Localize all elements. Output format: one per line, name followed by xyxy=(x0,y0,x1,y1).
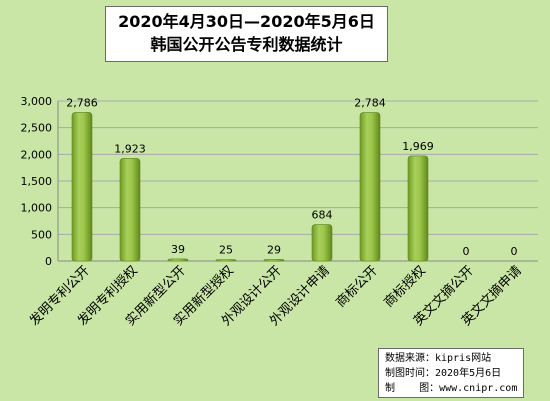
data-label: 2,786 xyxy=(66,96,98,109)
data-label: 25 xyxy=(219,244,233,257)
source-line-1: 数据来源：kipris网站 xyxy=(385,353,492,364)
y-tick-label: 1,500 xyxy=(21,175,53,188)
data-label: 1,923 xyxy=(114,142,146,155)
data-label: 2,784 xyxy=(354,97,386,110)
data-label: 0 xyxy=(511,245,518,258)
source-line-2: 制图时间：2020年5月6日 xyxy=(385,368,502,379)
bar xyxy=(167,258,189,262)
bar xyxy=(359,112,381,262)
source-line-3: 制 图：www.cnipr.com xyxy=(385,383,518,394)
bar xyxy=(263,259,285,262)
y-tick-label: 3,000 xyxy=(21,95,53,108)
data-label: 29 xyxy=(267,243,281,256)
y-tick-label: 500 xyxy=(31,228,52,241)
x-tick-label: 商标公开 xyxy=(333,263,380,310)
bar xyxy=(311,224,333,262)
bar xyxy=(407,155,429,262)
chart-title: 2020年4月30日—2020年5月6日 xyxy=(118,12,375,31)
data-label: 0 xyxy=(463,245,470,258)
bar xyxy=(119,158,141,262)
bar xyxy=(71,112,93,262)
x-tick-label: 商标授权 xyxy=(381,263,429,311)
y-tick-label: 2,000 xyxy=(21,148,53,161)
bar xyxy=(215,259,237,262)
data-label: 684 xyxy=(312,209,333,222)
y-tick-label: 2,500 xyxy=(21,122,53,135)
source-box: 数据来源：kipris网站 制图时间：2020年5月6日制 图：www.cnipr… xyxy=(378,348,524,398)
data-label: 1,969 xyxy=(402,140,434,153)
y-tick-label: 0 xyxy=(45,255,52,268)
chart-subtitle: 韩国公开公告专利数据统计 xyxy=(150,35,343,54)
chart-title-box: 2020年4月30日—2020年5月6日 韩国公开公告专利数据统计 xyxy=(105,6,388,62)
y-tick-label: 1,000 xyxy=(21,202,53,215)
data-label: 39 xyxy=(171,243,185,256)
